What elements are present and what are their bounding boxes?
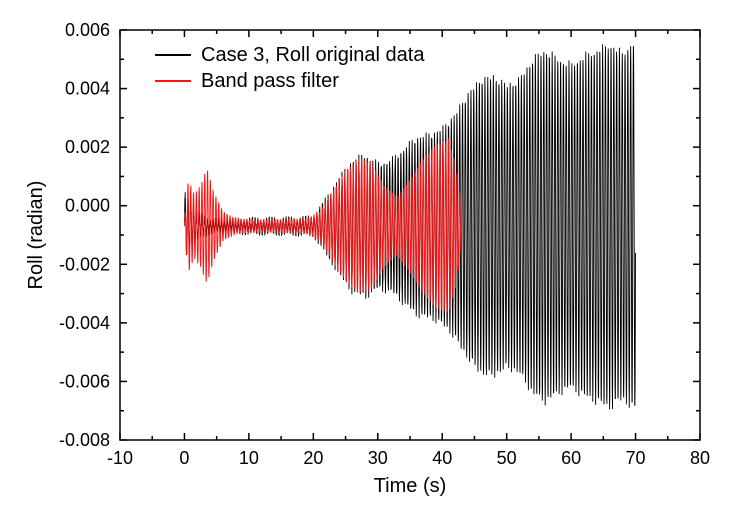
- y-tick-label: 0.000: [65, 196, 110, 216]
- x-tick-label: 60: [561, 448, 581, 468]
- legend-label: Band pass filter: [201, 70, 339, 92]
- x-tick-label: 30: [368, 448, 388, 468]
- x-tick-label: 70: [626, 448, 646, 468]
- y-tick-label: 0.004: [65, 79, 110, 99]
- x-tick-label: 0: [179, 448, 189, 468]
- y-axis-label: Roll (radian): [25, 181, 47, 290]
- x-tick-label: 10: [239, 448, 259, 468]
- x-tick-label: 80: [690, 448, 710, 468]
- y-tick-label: 0.002: [65, 137, 110, 157]
- y-tick-label: -0.004: [59, 313, 110, 333]
- x-tick-label: 20: [303, 448, 323, 468]
- y-tick-label: -0.006: [59, 371, 110, 391]
- y-tick-label: 0.006: [65, 20, 110, 40]
- y-tick-label: -0.002: [59, 254, 110, 274]
- chart-svg: -10 0 10 20 30 40 50 60 70 80 -0.008 -0.006 -0.004 -0…: [0, 0, 753, 523]
- x-tick-label: 50: [497, 448, 517, 468]
- roll-time-chart: -10 0 10 20 30 40 50 60 70 80 -0.008 -0.006 -0.004 -0…: [0, 0, 753, 523]
- x-axis-label: Time (s): [374, 475, 447, 497]
- legend-label: Case 3, Roll original data: [201, 44, 425, 66]
- x-tick-label: -10: [107, 448, 133, 468]
- y-tick-label: -0.008: [59, 430, 110, 450]
- x-tick-label: 40: [432, 448, 452, 468]
